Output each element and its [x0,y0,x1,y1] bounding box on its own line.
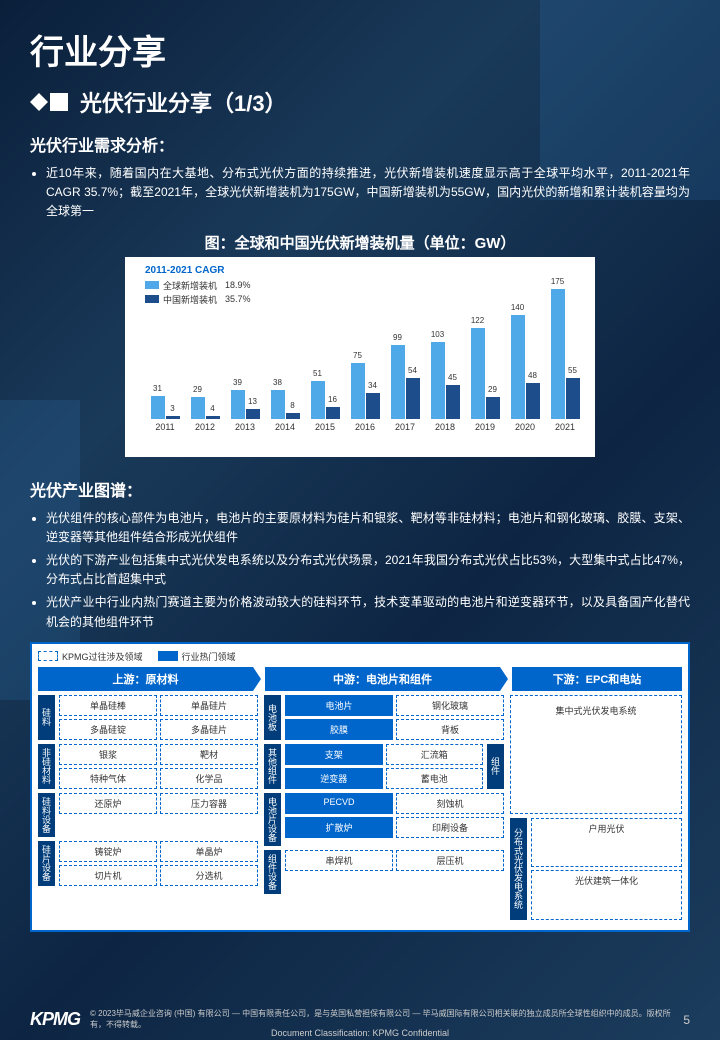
section2-title: 光伏产业图谱： [30,477,690,501]
solar-icons [30,93,70,111]
chart-box: 2011-2021 CAGR 全球新增装机18.9%中国新增装机35.7% 31… [125,257,595,457]
sub-title: 光伏行业分享（1/3） [30,86,690,118]
section2-bullets: 光伏组件的核心部件为电池片，电池片的主要原材料为硅片和银浆、靶材等非硅材料；电池… [30,509,690,632]
col-header-downstream: 下游：EPC和电站 [512,667,682,691]
diagram: KPMG过往涉及领域 行业热门领域 上游：原材料 中游：电池片和组件 下游：EP… [30,642,690,932]
footer: KPMG © 2023毕马威企业咨询 (中国) 有限公司 — 中国有限责任公司，… [30,1009,690,1030]
section1-title: 光伏行业需求分析： [30,132,690,156]
col-header-midstream: 中游：电池片和组件 [265,667,500,691]
col-header-upstream: 上游：原材料 [38,667,253,691]
page-number: 5 [683,1013,690,1027]
chart-bars: 31 3 2011 29 4 2012 39 13 2013 38 8 2014… [145,292,585,432]
kpmg-logo: KPMG [30,1009,80,1030]
chart-title: 图：全球和中国光伏新增装机量（单位：GW） [30,232,690,253]
main-title: 行业分享 [30,25,690,74]
section1-bullets: 近10年来，随着国内在大基地、分布式光伏方面的持续推进，光伏新增装机速度显示高于… [30,164,690,222]
doc-classification: Document Classification: KPMG Confidenti… [271,1028,449,1038]
diagram-legend: KPMG过往涉及领域 行业热门领域 [38,650,682,663]
